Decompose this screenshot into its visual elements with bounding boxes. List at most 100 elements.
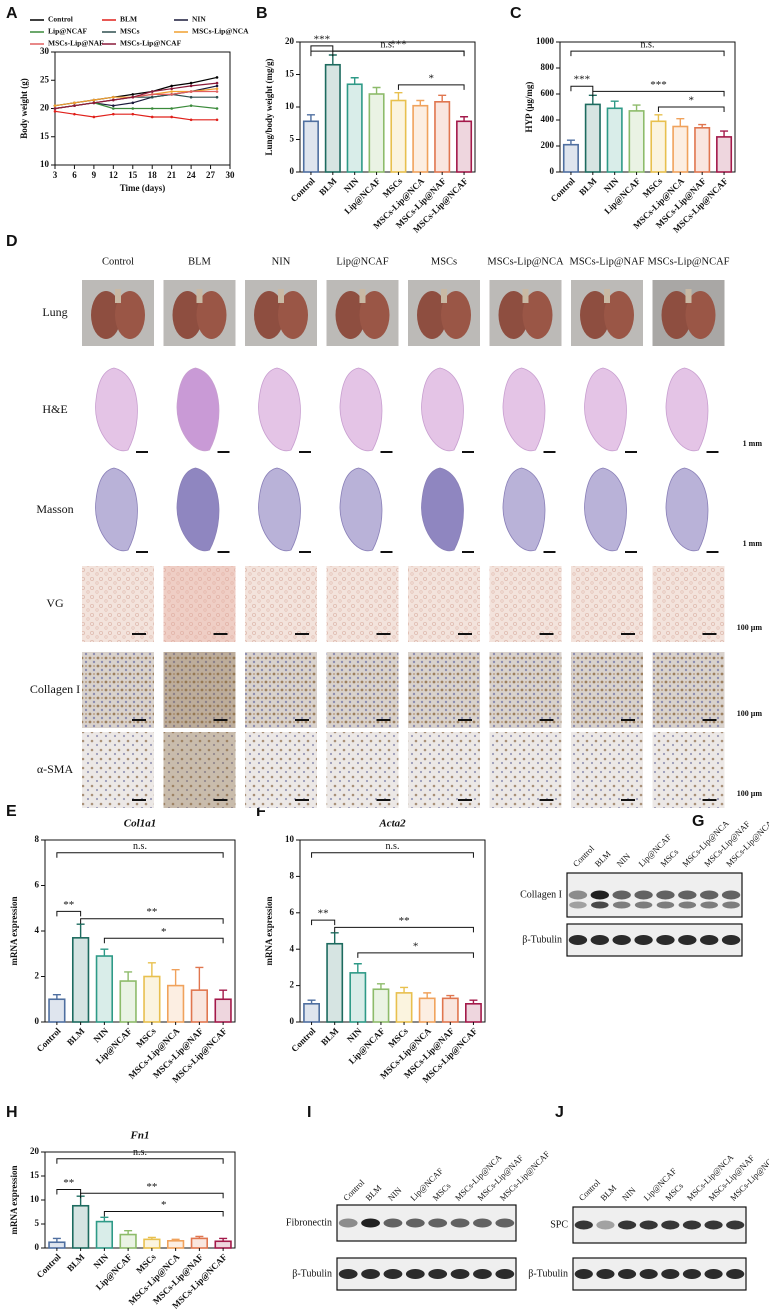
chart-title: Col1a1	[124, 818, 156, 830]
bar	[606, 107, 623, 173]
error-bar	[171, 1238, 180, 1241]
y-tick-label: 0	[35, 1242, 40, 1252]
micrograph	[163, 566, 236, 642]
micrograph	[571, 280, 643, 346]
series-point	[92, 101, 96, 105]
series-point	[112, 112, 115, 116]
y-tick-label: 5	[290, 134, 295, 144]
blot-row-label: SPC	[550, 1219, 568, 1230]
bar	[48, 998, 66, 1023]
section	[421, 467, 464, 552]
series-point	[215, 76, 219, 79]
lane-label: BLM	[363, 1182, 383, 1202]
micrograph	[326, 566, 399, 642]
significance-label: **	[63, 899, 74, 911]
x-tick-label: BLM	[65, 1025, 87, 1047]
lane-label: BLM	[598, 1182, 618, 1202]
tissue	[408, 566, 480, 642]
series-point	[189, 90, 193, 93]
bar	[418, 997, 436, 1023]
micrograph	[502, 467, 556, 553]
lane-label: NIN	[620, 1185, 638, 1203]
error-bar	[195, 966, 204, 991]
blot-band	[682, 1220, 702, 1230]
micrograph	[421, 367, 474, 453]
blot-band	[569, 901, 587, 909]
series-point	[189, 95, 193, 99]
micrograph	[489, 652, 562, 728]
series-point	[215, 87, 219, 91]
error-bar	[654, 114, 663, 122]
panel-label: J	[555, 1104, 564, 1121]
blot-band	[568, 935, 588, 945]
panel-label: I	[307, 1104, 311, 1121]
blot-band	[428, 1269, 448, 1279]
series-point	[170, 90, 173, 93]
y-tick-label: 0	[35, 1016, 40, 1026]
trachea	[522, 289, 529, 303]
blot-band	[700, 935, 719, 945]
row-label: H&E	[42, 402, 67, 416]
series-point	[189, 104, 193, 107]
significance-label: *	[689, 95, 695, 107]
blot-band	[700, 890, 719, 900]
bar	[562, 143, 579, 173]
blot-band	[682, 1269, 702, 1279]
blot-band	[428, 1218, 448, 1228]
blot-band	[612, 935, 631, 945]
y-tick-label: 0	[550, 166, 555, 176]
tissue	[571, 732, 643, 808]
section	[176, 367, 220, 452]
tissue	[652, 566, 725, 642]
bar	[395, 992, 413, 1023]
trachea	[441, 289, 447, 303]
bar	[346, 83, 363, 173]
y-axis-title: HYP (μg/mg)	[524, 82, 534, 133]
blot-band	[726, 1220, 745, 1230]
x-tick-label: 21	[167, 170, 177, 180]
lung-lobe	[359, 291, 390, 339]
blot-band	[473, 1269, 492, 1279]
legend-label: MSCs-Lip@NAF	[48, 39, 104, 48]
blot-band	[612, 890, 631, 900]
significance-label: *	[413, 940, 419, 952]
chart-title: Acta2	[378, 818, 406, 830]
blot-band	[450, 1218, 470, 1228]
bar	[349, 972, 367, 1023]
error-bar	[446, 994, 455, 999]
error-bar	[171, 968, 180, 986]
y-tick-label: 400	[541, 114, 555, 124]
trachea	[278, 289, 284, 303]
error-bar	[328, 54, 337, 65]
scale-label: 100 μm	[737, 709, 763, 718]
y-axis-title: mRNA expression	[9, 896, 19, 965]
legend-label: Control	[48, 15, 73, 24]
error-bar	[416, 99, 425, 106]
column-label: Lip@NCAF	[336, 256, 388, 267]
bracket	[657, 106, 725, 112]
micrograph	[82, 280, 154, 346]
lung-lobe	[91, 291, 121, 339]
row-label: Masson	[36, 502, 73, 516]
lung-lobe	[417, 291, 447, 339]
tissue	[245, 566, 317, 642]
micrograph	[95, 467, 148, 553]
blot-band	[574, 1220, 593, 1230]
blot-band	[405, 1269, 425, 1279]
tissue-tint	[163, 566, 236, 642]
bracket	[334, 926, 474, 933]
tissue	[489, 652, 562, 728]
trachea	[604, 289, 610, 303]
series-line	[54, 82, 218, 110]
bracket	[310, 45, 334, 51]
micrograph	[326, 280, 399, 346]
series-point	[189, 118, 193, 122]
bar	[434, 101, 451, 173]
error-bar	[100, 948, 109, 957]
error-bar	[100, 1216, 109, 1222]
section	[258, 467, 301, 552]
lane-label: NIN	[614, 851, 632, 869]
lane-label: Control	[341, 1177, 367, 1203]
bar	[303, 1002, 320, 1023]
